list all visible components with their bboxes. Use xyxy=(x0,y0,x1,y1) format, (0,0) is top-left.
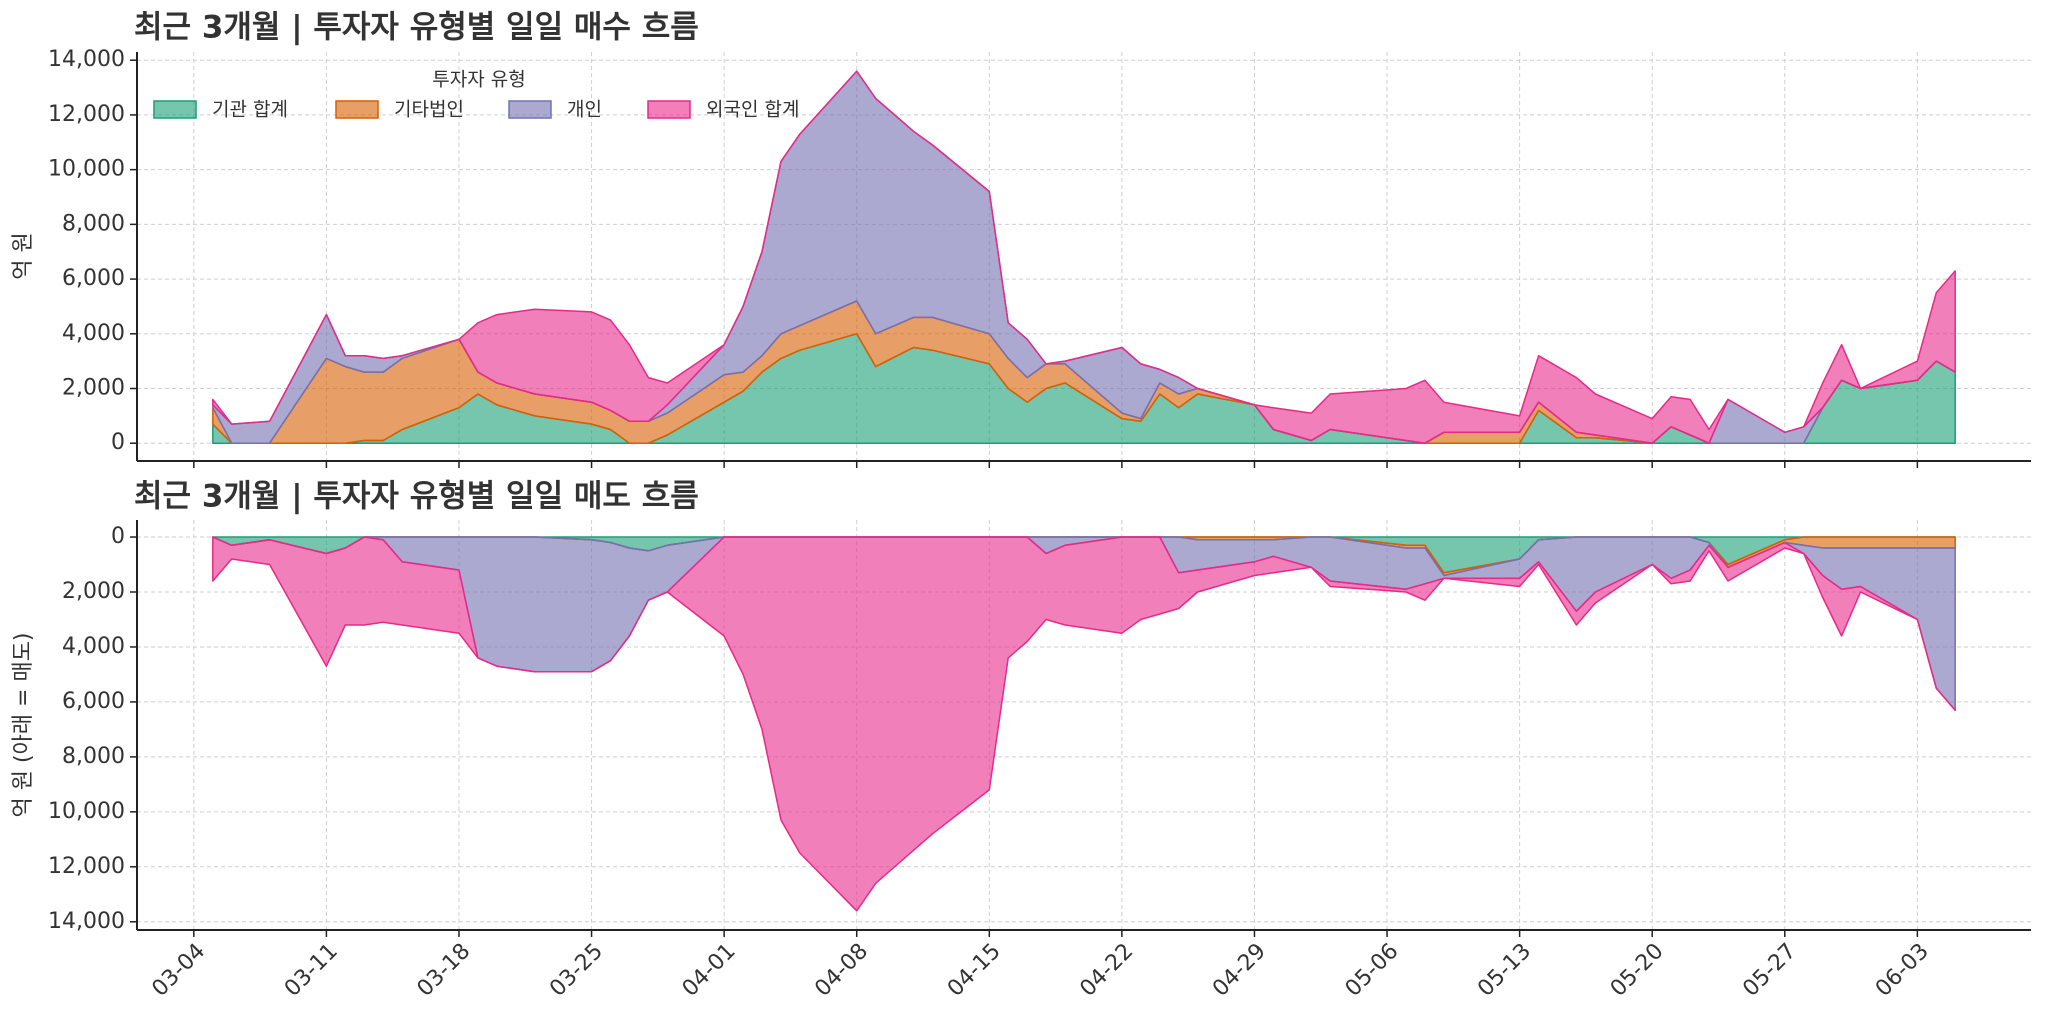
x-tick-label: 05-20 xyxy=(1606,939,1669,1002)
x-tick-label: 04-08 xyxy=(810,939,873,1002)
chart-title: 최근 3개월 | 투자자 유형별 일일 매수 흐름 xyxy=(134,10,699,46)
x-tick-label: 03-11 xyxy=(280,939,343,1002)
y-tick-label: 4,000 xyxy=(62,321,125,346)
x-tick-label: 04-29 xyxy=(1208,939,1271,1002)
y-tick-label: 0 xyxy=(111,430,125,455)
y-tick-label: 14,000 xyxy=(48,909,125,934)
y-tick-label: 12,000 xyxy=(48,854,125,879)
x-tick-label: 05-06 xyxy=(1341,939,1404,1002)
y-tick-label: 10,000 xyxy=(48,157,125,182)
legend-label: 기관 합계 xyxy=(212,99,288,121)
x-tick-label: 06-03 xyxy=(1871,939,1934,1002)
x-tick-label: 03-25 xyxy=(545,939,608,1002)
y-tick-label: 6,000 xyxy=(62,266,125,291)
x-tick-label: 04-15 xyxy=(943,939,1006,1002)
legend-label: 기타법인 xyxy=(394,99,464,121)
y-tick-label: 0 xyxy=(111,524,125,549)
x-tick-label: 04-01 xyxy=(678,939,741,1002)
x-tick-label: 05-27 xyxy=(1738,939,1801,1002)
legend-swatch xyxy=(335,100,379,119)
y-axis-label: 억 원 (아래 = 매도) xyxy=(11,632,36,817)
area xyxy=(212,536,1956,912)
y-tick-label: 12,000 xyxy=(48,102,125,127)
y-tick-label: 8,000 xyxy=(62,744,125,769)
y-tick-label: 10,000 xyxy=(48,799,125,824)
x-tick-label: 03-04 xyxy=(147,939,210,1002)
y-tick-label: 4,000 xyxy=(62,634,125,659)
y-tick-label: 6,000 xyxy=(62,689,125,714)
y-axis-label: 억 원 xyxy=(11,232,36,279)
legend-title: 투자자 유형 xyxy=(432,69,525,91)
y-tick-label: 2,000 xyxy=(62,579,125,604)
y-tick-label: 2,000 xyxy=(62,376,125,401)
legend-swatch xyxy=(508,100,552,119)
chart-title: 최근 3개월 | 투자자 유형별 일일 매도 흐름 xyxy=(134,479,699,515)
legend-swatch xyxy=(647,100,691,119)
x-tick-label: 05-13 xyxy=(1473,939,1536,1002)
legend-label: 외국인 합계 xyxy=(706,99,799,121)
area xyxy=(212,70,1956,444)
legend-swatch xyxy=(153,100,197,119)
y-tick-label: 14,000 xyxy=(48,47,125,72)
legend-label: 개인 xyxy=(567,99,602,121)
x-tick-label: 04-22 xyxy=(1075,939,1138,1002)
y-tick-label: 8,000 xyxy=(62,211,125,236)
x-tick-label: 03-18 xyxy=(413,939,476,1002)
